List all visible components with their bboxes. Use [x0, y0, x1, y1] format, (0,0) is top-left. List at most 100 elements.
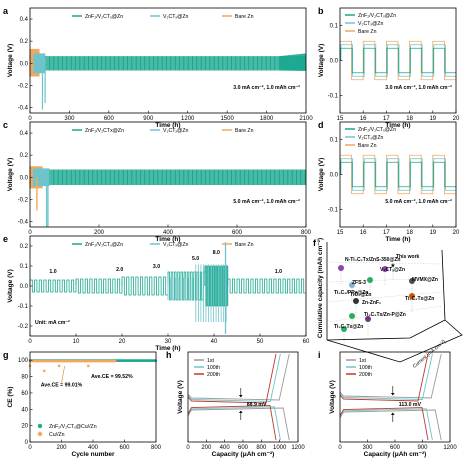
panel-f-item-label: This work: [396, 254, 420, 260]
panel-f-item-label: Ti₃C₂Tx@Zn: [334, 324, 363, 330]
panel-e-znf2-trace: [121, 276, 168, 296]
panel-b-ytick-label: 0.0: [330, 59, 339, 65]
panel-b-xtick-label: 15: [337, 116, 344, 122]
panel-g-xtick-label: 0: [28, 445, 32, 451]
panel-f-point: [338, 265, 344, 271]
panel-i-discharge-2: [339, 408, 433, 441]
panel-a-ylabel: Voltage (V): [7, 44, 14, 77]
panel-e-xlabel: Time (h): [155, 345, 180, 352]
panel-e-ylabel: Voltage (V): [7, 269, 14, 302]
panel-f-item-label: MVMX@Zn: [412, 277, 438, 283]
panel-e-rate-label: 3.0: [153, 264, 160, 270]
panel-e-condition: Unit: mA cm⁻²: [35, 320, 70, 326]
panel-e-xtick-label: 10: [73, 339, 80, 345]
panel-d-ytick-label: 0.1: [330, 138, 339, 144]
panel-e-znf2-trace: [227, 278, 306, 294]
panel-f-item-label: N-Ti₃C₂Tx/ZnS-350@Zn: [345, 257, 400, 263]
panel-g-cu-point: [113, 359, 117, 363]
panel-a-xtick-label: 600: [104, 116, 115, 122]
panel-d-ytick-label: 0.0: [330, 173, 339, 179]
panel-g-cu-point: [42, 369, 46, 373]
panel-c-label: c: [3, 120, 8, 130]
panel-d-xtick-label: 16: [360, 230, 367, 236]
panel-f-point: ★: [391, 263, 396, 269]
panel-h-xtick-label: 1000: [273, 445, 287, 451]
panel-c-xtick-label: 400: [163, 230, 174, 236]
panel-f-point: [349, 282, 355, 288]
panel-f-label: f: [313, 238, 317, 248]
panel-d-v2ct-trace: [340, 158, 456, 191]
panel-c-ytick-label: 0.0: [20, 175, 29, 181]
panel-a-xlabel: Time (h): [155, 122, 180, 129]
panel-i-xtick-label: 1200: [443, 445, 457, 451]
panel-f-point: [409, 293, 415, 299]
panel-e-xtick-label: 30: [165, 339, 172, 345]
panel-i-discharge-1: [339, 409, 442, 441]
panel-h-charge-2: [187, 353, 281, 402]
panel-b-xtick-label: 20: [453, 116, 460, 122]
panel-a-legend-znf2: ZnF₂/V₂CTₓ@Zn: [85, 14, 123, 20]
panel-i-charge-3: [339, 353, 429, 402]
panel-e-ytick-label: 0.1: [20, 264, 29, 270]
panel-f-point: [367, 277, 373, 283]
panel-f-item-label: Zn-ZnF₂: [362, 300, 381, 306]
panel-g-cu-point: [57, 364, 61, 368]
panel-e-legend-v2ct: V₂CTₓ@Zn: [163, 242, 189, 248]
panel-d-xtick-label: 20: [453, 230, 460, 236]
panel-g-ave-cu: Ave.CE = 99.01%: [41, 382, 83, 388]
panel-i-label: i: [318, 350, 321, 360]
panel-g-legend-znf2-swatch: [37, 423, 43, 429]
panel-i-legend-200th: 200th: [359, 372, 372, 378]
panel-e-xtick-label: 0: [28, 339, 32, 345]
panel-g-ylabel: CE (%): [7, 387, 14, 408]
panel-c-legend-v2ct: V₂CTₓ@Zn: [163, 128, 189, 134]
panel-a-znf2-growth: [279, 53, 306, 71]
panel-a-condition: 3.0 mA cm⁻², 1.0 mAh cm⁻²: [233, 85, 300, 91]
panel-e-znf2-trace: [29, 279, 77, 293]
panel-e-xtick-label: 20: [119, 339, 126, 345]
panel-h-xtick-label: 0: [186, 445, 190, 451]
panel-e-ytick-label: 0.2: [20, 244, 29, 250]
panel-h-legend-200th: 200th: [207, 372, 220, 378]
panel-g-arrow: [61, 365, 65, 384]
panel-b-ytick-label: -0.1: [328, 94, 339, 100]
panel-b-legend-znf2: ZnF₂/V₂CTₓ@Zn: [358, 13, 396, 19]
panel-g-legend-znf2: ZnF₂/V₂CTₓ@Cu//Zn: [49, 424, 97, 430]
panel-f-point: [341, 326, 347, 332]
panel-a-xtick-label: 1200: [181, 116, 195, 122]
panel-d-xtick-label: 15: [337, 230, 344, 236]
panel-c-ytick-label: -0.4: [18, 219, 29, 225]
panel-h-overpotential: 88.9 mV: [247, 402, 267, 408]
panel-c-ylabel: Voltage (V): [7, 158, 14, 191]
panel-g-xtick-label: 400: [88, 445, 99, 451]
panel-f-grid: [326, 277, 443, 283]
panel-f-item-label: ZFS-3: [352, 280, 366, 286]
panel-d-znf2-trace: [340, 161, 456, 188]
panel-f-grid: [326, 291, 443, 303]
panel-c-condition: 5.0 mA cm⁻², 1.0 mAh cm⁻²: [233, 199, 300, 205]
panel-c-ytick-label: 0.4: [20, 131, 29, 137]
panel-h-discharge-1: [187, 407, 290, 441]
panel-a-ytick-label: 0.2: [20, 39, 29, 45]
panel-g-xtick-label: 200: [56, 445, 67, 451]
panel-i-xtick-label: 900: [417, 445, 428, 451]
panel-h-xtick-label: 400: [220, 445, 231, 451]
panel-e-znf2-trace: [75, 278, 123, 294]
panel-g-ytick-label: 0: [25, 440, 29, 446]
panel-e-legend-bare: Bare Zn: [235, 242, 254, 248]
panel-e-xtick-label: 40: [211, 339, 218, 345]
panel-b-xlabel: Time (h): [385, 122, 410, 129]
panel-f-item-label: Ti₃C₂/PPy@Zn: [334, 290, 368, 296]
panel-h-label: h: [166, 350, 172, 360]
panel-e-znf2-trace: [167, 271, 205, 301]
panel-f-item-label: Ti₃C₂Tx@Zn: [405, 296, 434, 302]
panel-a-xtick-label: 300: [64, 116, 75, 122]
panel-e-label: e: [3, 234, 8, 244]
panel-i-discharge-3: [339, 407, 429, 441]
panel-b-condition: 3.0 mA cm⁻², 1.0 mAh cm⁻²: [385, 85, 452, 91]
panel-a-legend-bare: Bare Zn: [235, 14, 254, 20]
panel-g-xtick-label: 800: [151, 445, 162, 451]
panel-f-point: [409, 278, 415, 284]
panel-b-bare-trace: [339, 40, 456, 81]
